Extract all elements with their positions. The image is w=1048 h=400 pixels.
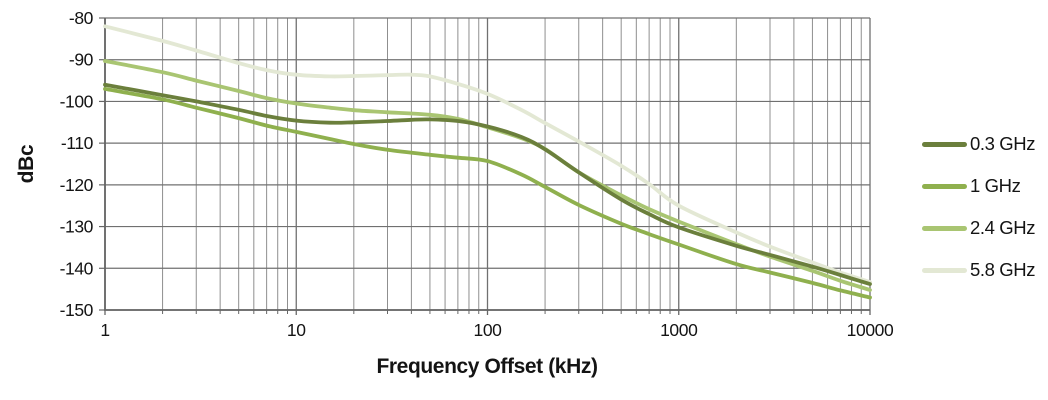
- legend-label: 1 GHz: [970, 175, 1021, 196]
- series-line-0.3-ghz: [103, 82, 872, 286]
- x-axis-title: Frequency Offset (kHz): [376, 355, 598, 378]
- legend-swatch: [922, 225, 967, 231]
- legend-swatch: [922, 141, 967, 147]
- legend-swatch: [922, 183, 967, 189]
- x-tick-label: 1: [100, 320, 109, 340]
- x-tick-label: 10: [287, 320, 306, 340]
- x-tick-label: 1000: [660, 320, 698, 340]
- y-tick-label: -140: [60, 258, 94, 278]
- y-tick-label: -120: [60, 175, 94, 195]
- x-tick-label: 100: [474, 320, 503, 340]
- y-tick-label: -130: [60, 217, 94, 237]
- x-tick-label: 10000: [847, 320, 894, 340]
- legend-item-0.3-ghz: 0.3 GHz: [922, 132, 1035, 156]
- y-tick-label: -90: [69, 50, 94, 70]
- y-axis-title: dBc: [15, 144, 38, 184]
- legend-item-5.8-ghz: 5.8 GHz: [922, 258, 1035, 282]
- series-line-1-ghz: [103, 87, 872, 300]
- legend-swatch: [922, 267, 967, 273]
- y-tick-label: -80: [69, 8, 94, 28]
- legend-item-2.4-ghz: 2.4 GHz: [922, 216, 1035, 240]
- legend-label: 0.3 GHz: [970, 133, 1036, 154]
- legend-item-1-ghz: 1 GHz: [922, 174, 1035, 198]
- legend-label: 2.4 GHz: [970, 217, 1036, 238]
- legend-label: 5.8 GHz: [970, 259, 1036, 280]
- y-tick-label: -150: [60, 300, 94, 320]
- y-tick-label: -100: [60, 91, 94, 111]
- legend: 0.3 GHz 1 GHz 2.4 GHz 5.8 GHz: [922, 132, 1035, 282]
- series-line-5.8-ghz: [103, 24, 872, 284]
- y-tick-label: -110: [61, 133, 94, 153]
